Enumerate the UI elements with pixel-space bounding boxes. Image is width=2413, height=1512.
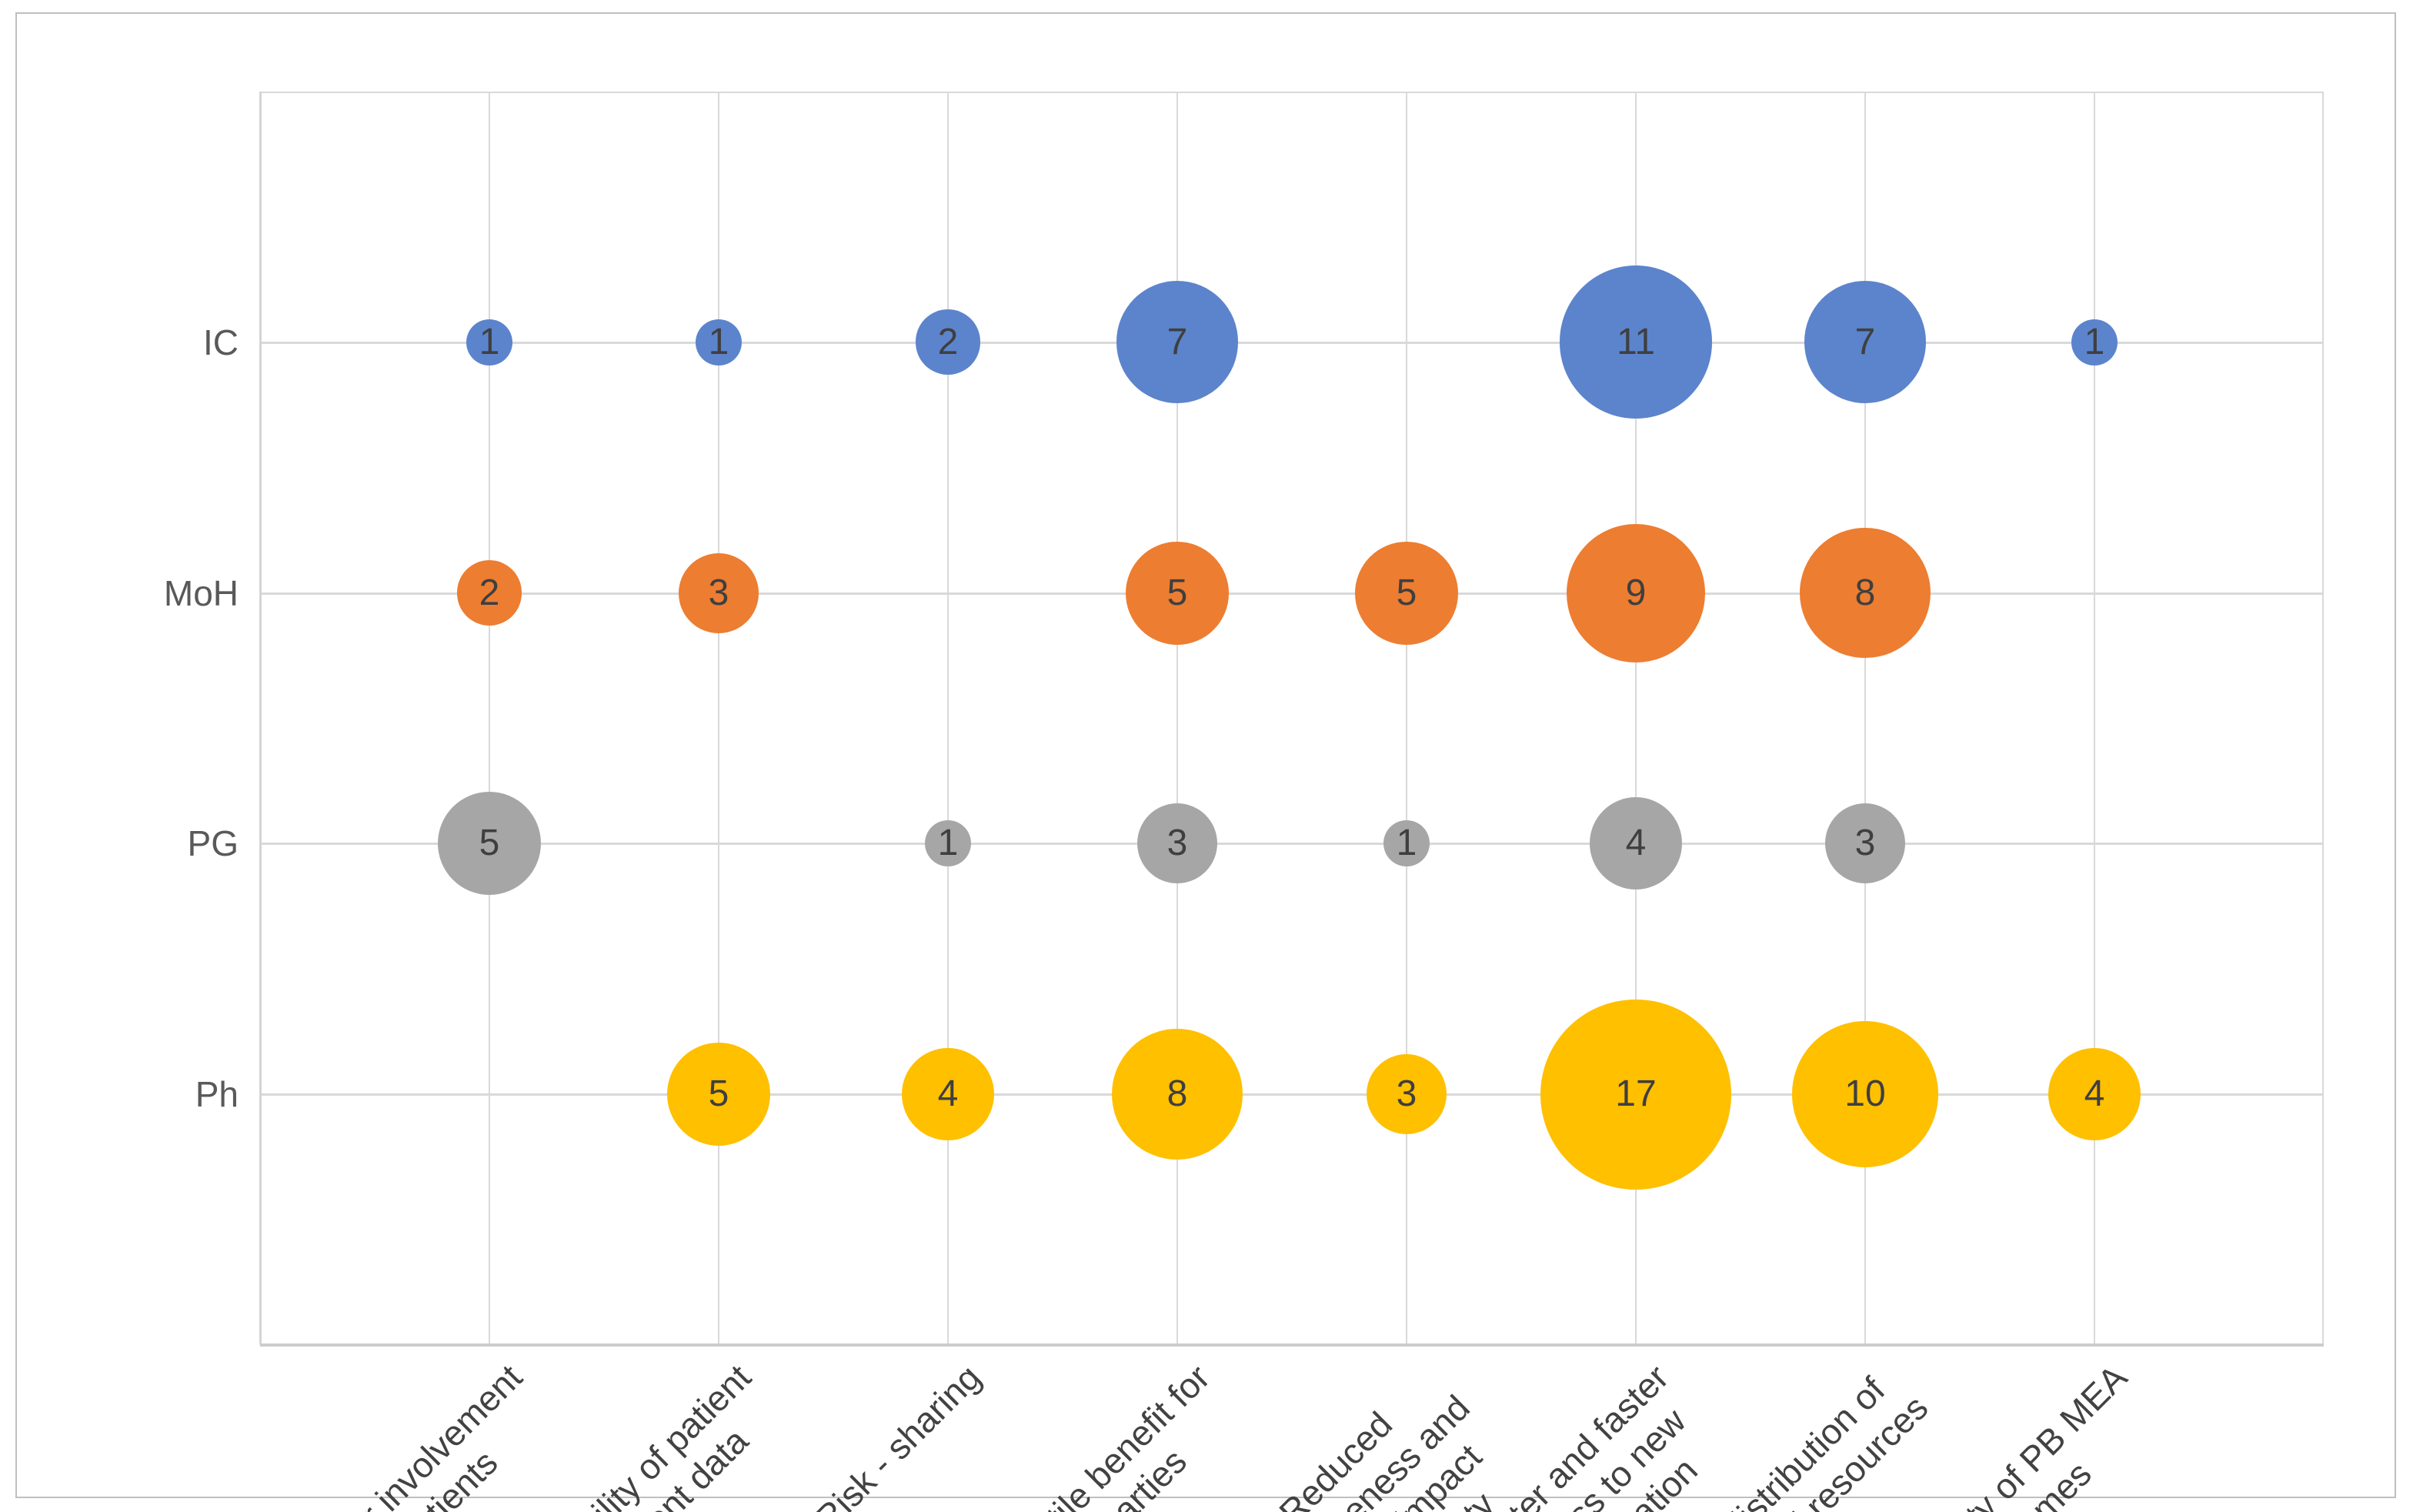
plot-area [260, 92, 2324, 1345]
bubble-value-label: 5 [1396, 572, 1417, 613]
bubble-ic-col6: 11 [1559, 265, 1713, 419]
bubble-value-label: 4 [1625, 823, 1647, 864]
vertical-gridline [1635, 92, 1637, 1345]
bubble-value-label: 5 [708, 1073, 729, 1115]
bubble-ph-col4: 8 [1112, 1029, 1243, 1160]
vertical-gridline [489, 92, 490, 1345]
bubble-ic-col2: 1 [696, 319, 742, 365]
bubble-ph-col6: 17 [1540, 999, 1731, 1190]
bubble-value-label: 1 [479, 321, 500, 362]
bubble-pg-col6: 4 [1590, 797, 1682, 890]
vertical-gridline [947, 92, 949, 1345]
bubble-pg-col5: 1 [1383, 820, 1430, 867]
y-axis-label-ph: Ph [195, 1074, 239, 1115]
bubble-ph-col3: 4 [902, 1048, 994, 1141]
vertical-gridline [2094, 92, 2095, 1345]
horizontal-gridline [260, 592, 2324, 595]
bubble-moh-col7: 8 [1800, 527, 1931, 659]
bubble-value-label: 1 [937, 823, 959, 864]
y-axis-label-pg: PG [187, 823, 239, 864]
figure-border [15, 12, 2396, 1498]
bubble-value-label: 3 [1854, 823, 1876, 864]
y-axis-label-moh: MoH [163, 572, 239, 613]
bubble-value-label: 3 [708, 572, 729, 613]
bubble-value-label: 1 [2084, 321, 2105, 362]
bubble-value-label: 10 [1844, 1073, 1886, 1115]
bubble-ic-col3: 2 [915, 309, 981, 375]
bubble-value-label: 4 [937, 1073, 959, 1115]
bubble-ic-col7: 7 [1804, 281, 1927, 404]
y-axis-line [259, 92, 262, 1345]
horizontal-gridline [260, 1093, 2324, 1096]
bubble-value-label: 1 [1396, 823, 1417, 864]
bubble-moh-col2: 3 [679, 552, 759, 633]
bubble-ph-col8: 4 [2048, 1048, 2141, 1141]
vertical-gridline [718, 92, 719, 1345]
bubble-value-label: 8 [1854, 572, 1876, 613]
x-axis-line [260, 1343, 2324, 1347]
bubble-pg-col4: 3 [1137, 803, 1217, 884]
vertical-gridline [1406, 92, 1407, 1345]
bubble-value-label: 11 [1617, 321, 1655, 362]
bubble-ph-col5: 3 [1367, 1054, 1447, 1135]
bubble-value-label: 5 [479, 823, 500, 864]
bubble-moh-col6: 9 [1567, 523, 1705, 663]
bubble-ph-col2: 5 [666, 1043, 771, 1147]
y-axis-label-ic: IC [203, 322, 239, 362]
bubble-value-label: 7 [1166, 321, 1188, 362]
bubble-value-label: 4 [2084, 1073, 2105, 1115]
bubble-pg-col3: 1 [925, 820, 971, 867]
bubble-value-label: 3 [1396, 1073, 1417, 1115]
bubble-value-label: 5 [1166, 572, 1188, 613]
bubble-moh-col5: 5 [1354, 541, 1459, 645]
bubble-value-label: 17 [1615, 1073, 1657, 1115]
bubble-pg-col7: 3 [1825, 803, 1905, 884]
vertical-gridline [1176, 92, 1178, 1345]
bubble-value-label: 8 [1166, 1073, 1188, 1115]
bubble-value-label: 1 [708, 321, 729, 362]
horizontal-gridline [260, 843, 2324, 846]
bubble-pg-col1: 5 [437, 792, 542, 896]
bubble-moh-col1: 2 [456, 560, 522, 626]
bubble-value-label: 3 [1166, 823, 1188, 864]
bubble-ic-col1: 1 [466, 319, 512, 365]
bubble-value-label: 2 [479, 572, 500, 613]
vertical-gridline [1864, 92, 1866, 1345]
bubble-ic-col8: 1 [2071, 319, 2118, 365]
horizontal-gridline [260, 341, 2324, 344]
bubble-ph-col7: 10 [1792, 1021, 1938, 1168]
bubble-ic-col4: 7 [1116, 281, 1239, 404]
bubble-value-label: 2 [937, 321, 959, 362]
bubble-moh-col4: 5 [1125, 541, 1230, 645]
bubble-value-label: 7 [1854, 321, 1876, 362]
bubble-value-label: 9 [1625, 572, 1647, 613]
